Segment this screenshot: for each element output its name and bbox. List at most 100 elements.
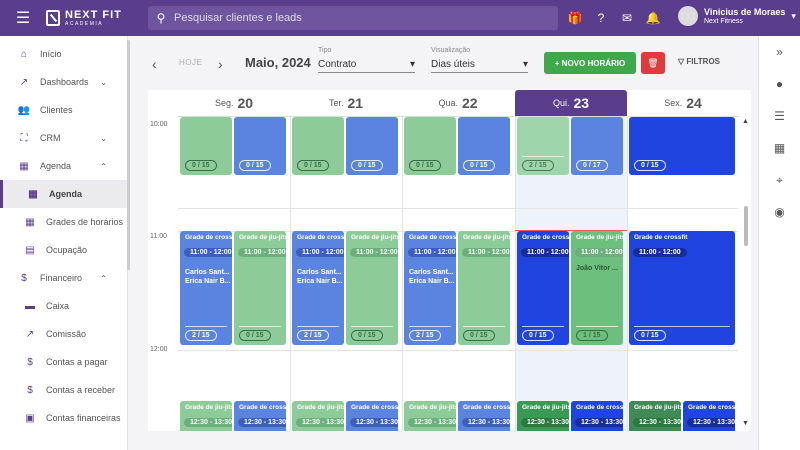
calendar-icon[interactable]: ▦ [773,141,786,155]
today-button[interactable]: HOJE [179,58,203,67]
menu-icon[interactable]: ☰ [15,10,31,27]
day-header[interactable]: Seg. 20 [178,90,290,117]
class-event[interactable]: Grade de jiu-jitsu 12:30 - 13:30 [517,401,569,431]
class-event[interactable]: Grade de jiu-jitsu 12:30 - 13:30 [292,401,344,431]
sidebar-item[interactable]: $ Contas a pagar [0,348,127,376]
class-event[interactable]: Grade de crossfit 12:30 - 13:30 [458,401,510,431]
class-event[interactable]: Grade de crossfit 12:30 - 13:30 [571,401,623,431]
class-event[interactable]: 0 / 17 [571,117,623,175]
search-input[interactable]: ⚲ Pesquisar clientes e leads [148,6,558,30]
sidebar-item[interactable]: ▦ Agenda ⌃ [0,152,127,180]
day-header[interactable]: Ter. 21 [290,90,402,117]
scroll-thumb[interactable] [744,206,748,246]
person-icon[interactable]: ● [775,77,784,91]
eye-icon[interactable]: ◉ [774,205,785,219]
view-select[interactable]: Visualização Dias úteis ▾ [431,47,528,73]
sidebar-item-label: CRM [40,133,61,143]
sidebar-item[interactable]: ↗ Comissão [0,320,127,348]
class-event[interactable]: 0 / 15 [404,117,456,175]
class-event[interactable]: 0 / 15 [629,117,735,175]
class-event[interactable]: Grade de jiu-jitsu 12:30 - 13:30 [180,401,232,431]
sidebar-item[interactable]: $ Financeiro ⌃ [0,264,127,292]
class-event[interactable]: Grade de crossfit 11:00 - 12:00 0 / 15 [517,231,569,345]
next-week-button[interactable]: › [218,56,223,72]
sidebar-item[interactable]: $ Contas a receber [0,376,127,404]
filters-label: FILTROS [686,57,720,66]
event-title: Grade de jiu-jitsu [409,404,456,411]
class-event[interactable]: Grade de crossfit 12:30 - 13:30 [346,401,398,431]
sidebar-item[interactable]: ▣ Contas financeiras [0,404,127,432]
class-event[interactable]: Grade de crossfit 11:00 - 12:00 Carlos San… [292,231,344,345]
sidebar-item[interactable]: ▦ Grades de horários [0,208,127,236]
chevron-down-icon: ▾ [791,10,796,21]
class-event[interactable]: Grade de jiu-jitsu 11:00 - 12:00 0 / 15 [346,231,398,345]
sidebar-scrollbar[interactable] [127,40,130,270]
event-title: Grade de crossfit [463,404,510,411]
sidebar-item[interactable]: 👥 Clientes [0,96,127,124]
hour-line [178,208,738,209]
class-event[interactable]: 0 / 15 [346,117,398,175]
type-select[interactable]: Tipo Contrato ▾ [318,47,415,73]
event-title: Grade de crossfit [239,404,286,411]
view-label: Visualização [431,47,471,54]
time-badge: 12:30 - 13:30 [238,418,286,427]
time-badge: 11:00 - 12:00 [350,248,398,257]
logo-icon [46,10,60,26]
day-header[interactable]: Qui. 23 [515,90,627,117]
class-event[interactable]: 0 / 15 [458,117,510,175]
sidebar-item[interactable]: ⛶ CRM ⌄ [0,124,127,152]
time-badge: 12:30 - 13:30 [575,418,623,427]
capacity-badge: 2 / 15 [185,330,217,341]
user-menu[interactable]: Vinicius de Moraes Next Fitness ▾ [678,6,796,26]
class-event[interactable]: Grade de crossfit 12:30 - 13:30 [683,401,735,431]
class-event[interactable]: Grade de crossfit 11:00 - 12:00 Carlos San… [404,231,456,345]
sidebar-item[interactable]: ▦ Agenda [0,180,127,208]
help-icon[interactable]: ? [597,11,605,25]
capacity-badge: 0 / 15 [239,330,271,341]
participant-name: Erica Nair B... [409,278,455,285]
class-event[interactable]: Grade de jiu-jitsu 12:30 - 13:30 [629,401,681,431]
expand-icon[interactable]: » [776,45,783,59]
sidebar-item[interactable]: ⌂ Início [0,40,127,68]
class-event[interactable]: Grade de crossfit 12:30 - 13:30 [234,401,286,431]
class-event[interactable]: Grade de crossfit 11:00 - 12:00 Carlos San… [180,231,232,345]
bell-icon[interactable]: 🔔 [645,11,661,25]
divider [297,326,339,327]
event-title: Grade de crossfit [688,404,735,411]
chat-icon[interactable]: ✉ [621,11,633,25]
time-label: 10:00 [150,121,168,128]
sidebar-item-label: Caixa [46,301,70,311]
class-event[interactable]: Grade de crossfit 11:00 - 12:00 0 / 15 [629,231,735,345]
day-header[interactable]: Sex. 24 [627,90,739,117]
scroll-down-icon[interactable]: ▼ [742,420,749,427]
location-icon[interactable]: ⌖ [776,173,783,187]
prev-week-button[interactable]: ‹ [152,56,157,72]
class-event[interactable]: Grade de jiu-jitsu 11:00 - 12:00 João Vito… [571,231,623,345]
sidebar-item-label: Financeiro [40,273,83,283]
class-event[interactable]: Grade de jiu-jitsu 11:00 - 12:00 0 / 15 [458,231,510,345]
sidebar-item[interactable]: ▬ Caixa [0,292,127,320]
sidebar-item[interactable]: ↗ Dashboards ⌄ [0,68,127,96]
event-title: Grade de jiu-jitsu [351,234,398,241]
day-header[interactable]: Qua. 22 [402,90,514,117]
class-event[interactable]: 2 / 15 [517,117,569,175]
delete-button[interactable]: 🗑 [641,52,665,74]
sidebar-item[interactable]: ▤ Ocupação [0,236,127,264]
divider [409,326,451,327]
calendar-scrollbar[interactable]: ▲ ▼ [742,118,750,430]
class-event[interactable]: 0 / 15 [234,117,286,175]
capacity-badge: 0 / 15 [351,330,383,341]
gift-icon[interactable]: 🎁 [567,11,583,25]
class-event[interactable]: Grade de jiu-jitsu 12:30 - 13:30 [404,401,456,431]
filters-button[interactable]: ▽ FILTROS [678,57,720,66]
sidebar-item-label: Agenda [40,161,72,171]
app-logo[interactable]: NEXT FIT ACADEMIA [46,9,146,27]
type-value: Contrato [318,59,357,70]
time-badge: 12:30 - 13:30 [462,418,510,427]
class-event[interactable]: Grade de jiu-jitsu 11:00 - 12:00 0 / 15 [234,231,286,345]
class-event[interactable]: 0 / 15 [292,117,344,175]
class-event[interactable]: 0 / 15 [180,117,232,175]
list-icon[interactable]: ☰ [774,109,785,123]
new-schedule-button[interactable]: + NOVO HORÁRIO [544,52,636,74]
scroll-up-icon[interactable]: ▲ [742,118,749,125]
